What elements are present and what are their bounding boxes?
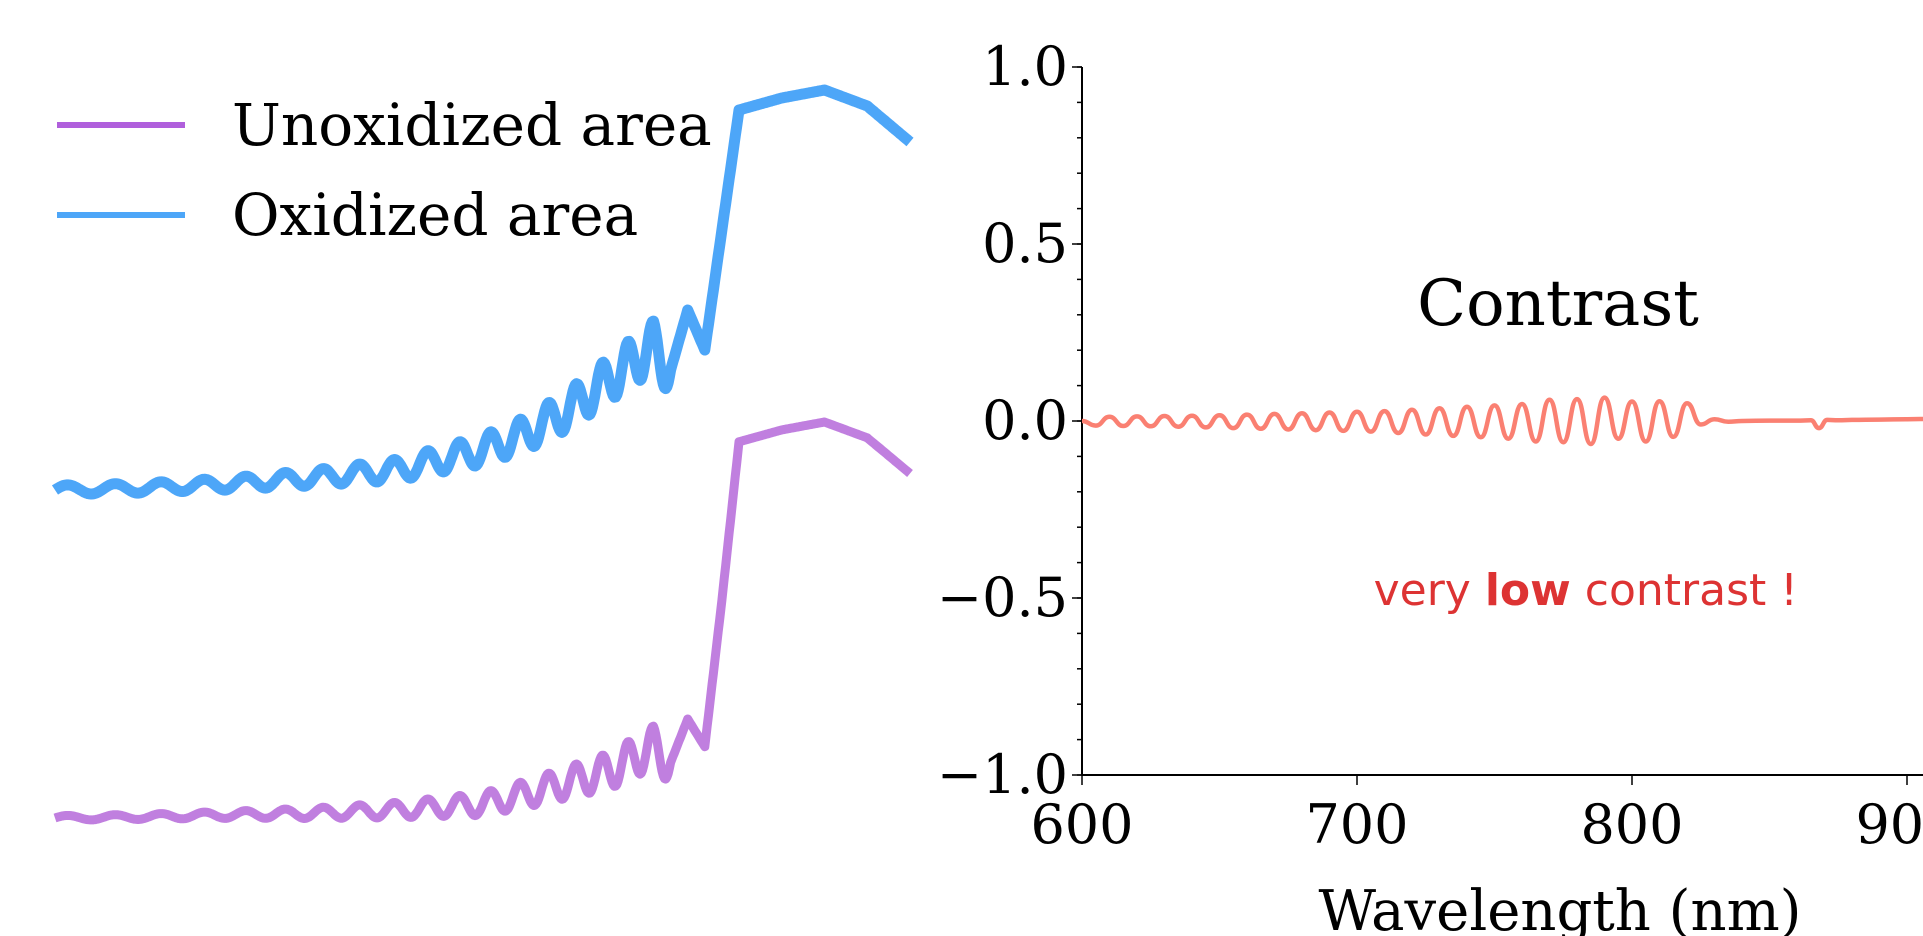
y-tick-label: 1.0 <box>982 35 1068 98</box>
y-tick-label: 0.5 <box>982 212 1068 275</box>
chart-title: Contrast <box>1417 267 1699 341</box>
x-axis-label: Wavelength (nm) <box>1318 879 1801 936</box>
legend-label-oxidized: Oxidized area <box>232 181 638 249</box>
annotation-part: very <box>1374 565 1485 616</box>
x-tick-label: 700 <box>1305 793 1408 856</box>
x-tick-label: 900 <box>1855 793 1923 856</box>
y-ticks: −1.0 −0.5 0.0 0.5 1.0 <box>937 35 1082 806</box>
annotation-part: low <box>1485 565 1571 616</box>
y-tick-label: −1.0 <box>937 743 1068 806</box>
x-tick-label: 800 <box>1580 793 1683 856</box>
y-tick-label: 0.0 <box>982 389 1068 452</box>
contrast-panel: −1.0−0.50.00.51.0 600700800900 Contrast … <box>937 35 1923 936</box>
annotation-low-contrast: very low contrast ! <box>1374 565 1798 616</box>
x-ticks: 600 700 800 900 <box>1030 775 1923 856</box>
series-line-contrast <box>1081 395 1923 447</box>
legend: Unoxidized area Oxidized area <box>57 91 712 249</box>
x-tick-label: 600 <box>1030 793 1133 856</box>
annotation-part: contrast ! <box>1571 565 1798 616</box>
series-line-unoxidized <box>51 417 914 825</box>
legend-label-unoxidized: Unoxidized area <box>232 91 712 159</box>
spectra-panel: Unoxidized area Oxidized area <box>50 84 915 825</box>
y-tick-label: −0.5 <box>937 566 1068 629</box>
series-line-oxidized <box>50 84 915 500</box>
